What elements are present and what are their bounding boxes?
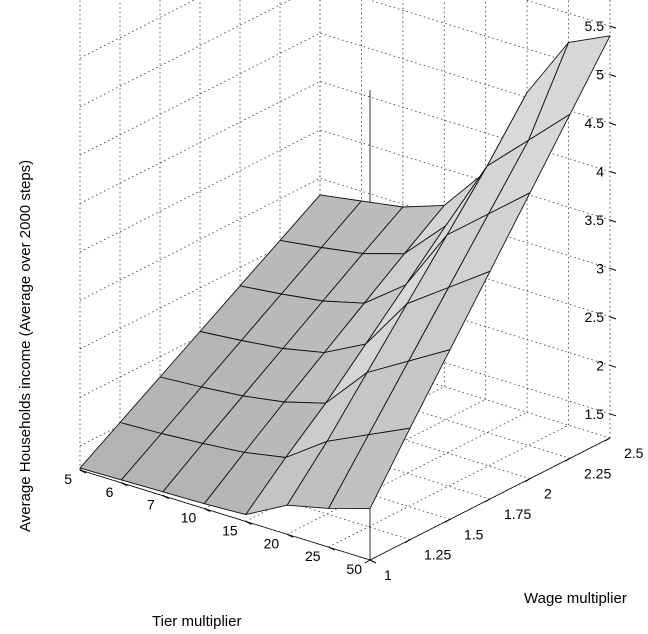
y-tick-mark (484, 498, 491, 503)
y-tick-label: 1.75 (504, 506, 531, 522)
x-tick-mark (286, 533, 294, 538)
x-tick-label: 25 (305, 548, 321, 564)
y-tick-mark (604, 437, 611, 442)
z-tick-mark (609, 122, 617, 126)
tick-marks (79, 25, 617, 564)
x-axis-ticks: 5 6 7 10 15 20 25 50 (64, 471, 362, 577)
grid-line (319, 178, 611, 269)
surface-patch (328, 427, 411, 510)
y-tick-label: 2.5 (624, 445, 644, 461)
z-tick-label: 4.5 (585, 115, 605, 131)
z-tick-label: 1.5 (585, 406, 605, 422)
grid-line (79, 129, 321, 253)
z-tick-label: 3.5 (585, 212, 605, 228)
y-tick-mark (444, 518, 451, 523)
x-tick-mark (328, 546, 335, 551)
x-tick-mark (369, 559, 377, 564)
grid-line (319, 129, 611, 221)
x-tick-label: 6 (106, 484, 114, 500)
z-tick-label: 5.5 (585, 18, 605, 34)
z-tick-label: 2.5 (585, 309, 605, 325)
box-edge (79, 469, 371, 561)
y-tick-mark (524, 478, 531, 483)
x-axis-label: Tier multiplier (152, 613, 241, 630)
y-tick-label: 2.25 (584, 465, 611, 481)
z-tick-label: 3 (596, 260, 604, 276)
z-tick-mark (609, 316, 617, 320)
z-tick-mark (609, 267, 617, 271)
grid-line (79, 0, 196, 59)
z-tick-mark (609, 74, 617, 78)
x-tick-mark (79, 469, 87, 474)
x-tick-label: 5 (64, 471, 72, 487)
z-tick-label: 2 (596, 357, 604, 373)
x-tick-label: 10 (181, 510, 197, 526)
x-tick-label: 7 (147, 497, 155, 513)
y-tick-mark (404, 539, 411, 544)
y-axis-label: Wage multiplier (524, 590, 627, 607)
y-tick-label: 1 (384, 567, 392, 583)
z-axis-ticks: 1.5 2 2.5 3 3.5 4 4.5 5 5.5 (585, 18, 605, 422)
y-tick-label: 1.5 (464, 526, 484, 542)
z-tick-mark (609, 171, 617, 174)
z-tick-mark (609, 25, 617, 29)
z-tick-label: 4 (596, 164, 604, 180)
z-axis-label: Average Households income (Average over … (17, 160, 34, 532)
y-tick-mark (364, 559, 371, 564)
z-tick-mark (609, 219, 617, 223)
grid-line (79, 32, 321, 156)
x-tick-label: 15 (222, 522, 238, 538)
y-tick-mark (564, 457, 571, 462)
surface-mesh (79, 35, 611, 516)
y-tick-label: 1.25 (424, 547, 451, 563)
x-tick-mark (204, 508, 211, 513)
x-tick-label: 20 (264, 535, 280, 551)
y-tick-label: 2 (544, 486, 552, 502)
y-axis-ticks: 1 1.25 1.5 1.75 2 2.25 2.5 (384, 445, 644, 583)
grid-line (524, 0, 611, 27)
x-tick-mark (121, 482, 128, 487)
x-tick-label: 50 (346, 561, 362, 577)
x-tick-mark (245, 520, 252, 525)
x-tick-mark (162, 495, 170, 500)
grid-line (319, 81, 611, 172)
z-tick-mark (609, 364, 617, 368)
z-tick-label: 5 (596, 67, 604, 83)
z-tick-mark (609, 413, 617, 417)
